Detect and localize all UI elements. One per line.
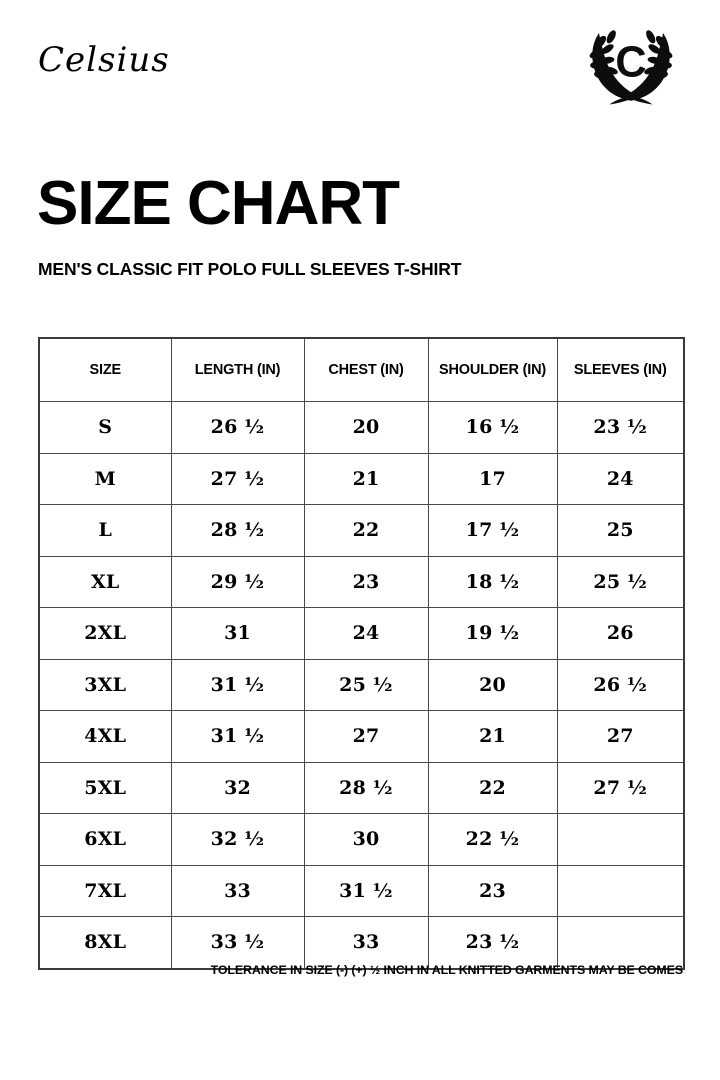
cell-size: 7XL <box>38 864 172 917</box>
table-row: M 27 ½ 21 17 24 <box>38 452 685 505</box>
table-row: 7XL 33 31 ½ 23 <box>38 864 685 917</box>
table-row: 6XL 32 ½ 30 22 ½ <box>38 813 685 866</box>
table-row: 2XL 31 24 19 ½ 26 <box>38 607 685 660</box>
emblem-letter: C <box>615 38 646 86</box>
cell-shoulder: 22 ½ <box>427 813 558 866</box>
cell-size: 4XL <box>38 710 172 763</box>
page-title: SIZE CHART <box>37 169 400 238</box>
cell-sleeves <box>556 864 685 917</box>
column-header-chest: CHEST (IN) <box>303 337 429 402</box>
cell-chest: 22 <box>303 504 429 557</box>
cell-size: M <box>38 452 172 505</box>
cell-chest: 21 <box>303 452 429 505</box>
cell-length: 32 <box>170 761 305 814</box>
cell-size: 5XL <box>38 761 172 814</box>
cell-shoulder: 23 <box>427 864 558 917</box>
cell-chest: 25 ½ <box>303 658 429 711</box>
cell-size: 2XL <box>38 607 172 660</box>
cell-shoulder: 20 <box>427 658 558 711</box>
cell-chest: 28 ½ <box>303 761 429 814</box>
table-row: 5XL 32 28 ½ 22 27 ½ <box>38 761 685 814</box>
cell-size: 8XL <box>38 916 172 969</box>
cell-sleeves: 27 ½ <box>556 761 685 814</box>
cell-length: 31 ½ <box>170 658 305 711</box>
cell-length: 27 ½ <box>170 452 305 505</box>
cell-length: 32 ½ <box>170 813 305 866</box>
tolerance-note: TOLERANCE IN SIZE (-) (+) ½ INCH IN ALL … <box>210 963 683 977</box>
cell-shoulder: 22 <box>427 761 558 814</box>
table-body: S 26 ½ 20 16 ½ 23 ½ M 27 ½ 21 17 24 L 28 ½ 22 17 ½ 25 X… <box>38 401 685 969</box>
cell-chest: 31 ½ <box>303 864 429 917</box>
cell-sleeves <box>556 813 685 866</box>
cell-size: L <box>38 504 172 557</box>
column-header-shoulder: SHOULDER (IN) <box>427 337 558 402</box>
table-row: 3XL 31 ½ 25 ½ 20 26 ½ <box>38 658 685 711</box>
table-row: S 26 ½ 20 16 ½ 23 ½ <box>38 401 685 454</box>
cell-chest: 20 <box>303 401 429 454</box>
cell-length: 33 ½ <box>170 916 305 969</box>
table-row: L 28 ½ 22 17 ½ 25 <box>38 504 685 557</box>
table-row: 8XL 33 ½ 33 23 ½ <box>38 916 685 969</box>
cell-chest: 23 <box>303 555 429 608</box>
cell-size: 6XL <box>38 813 172 866</box>
cell-length: 28 ½ <box>170 504 305 557</box>
cell-chest: 27 <box>303 710 429 763</box>
cell-length: 31 <box>170 607 305 660</box>
cell-sleeves: 25 ½ <box>556 555 685 608</box>
size-chart-table: SIZE LENGTH (IN) CHEST (IN) SHOULDER (IN… <box>38 337 685 970</box>
cell-shoulder: 19 ½ <box>427 607 558 660</box>
cell-sleeves: 26 <box>556 607 685 660</box>
column-header-sleeves: SLEEVES (IN) <box>556 337 685 402</box>
cell-sleeves: 26 ½ <box>556 658 685 711</box>
cell-chest: 33 <box>303 916 429 969</box>
cell-sleeves: 27 <box>556 710 685 763</box>
page-subtitle: MEN'S CLASSIC FIT POLO FULL SLEEVES T-SH… <box>38 259 462 279</box>
cell-length: 26 ½ <box>170 401 305 454</box>
cell-chest: 30 <box>303 813 429 866</box>
cell-shoulder: 17 <box>427 452 558 505</box>
size-chart-table-container: SIZE LENGTH (IN) CHEST (IN) SHOULDER (IN… <box>38 337 685 970</box>
cell-size: XL <box>38 555 172 608</box>
laurel-wreath-monogram-icon: C <box>583 18 679 112</box>
cell-shoulder: 16 ½ <box>427 401 558 454</box>
cell-chest: 24 <box>303 607 429 660</box>
table-row: 4XL 31 ½ 27 21 27 <box>38 710 685 763</box>
cell-sleeves: 24 <box>556 452 685 505</box>
cell-size: 3XL <box>38 658 172 711</box>
column-header-size: SIZE <box>38 337 172 402</box>
cell-shoulder: 23 ½ <box>427 916 558 969</box>
cell-length: 33 <box>170 864 305 917</box>
cell-sleeves: 25 <box>556 504 685 557</box>
table-header-row: SIZE LENGTH (IN) CHEST (IN) SHOULDER (IN… <box>38 337 685 402</box>
cell-shoulder: 21 <box>427 710 558 763</box>
table-row: XL 29 ½ 23 18 ½ 25 ½ <box>38 555 685 608</box>
cell-sleeves <box>556 916 685 969</box>
brand-header: Celsius <box>0 0 720 130</box>
cell-length: 31 ½ <box>170 710 305 763</box>
brand-wordmark: Celsius <box>38 40 170 80</box>
cell-shoulder: 18 ½ <box>427 555 558 608</box>
cell-shoulder: 17 ½ <box>427 504 558 557</box>
column-header-length: LENGTH (IN) <box>170 337 305 402</box>
cell-length: 29 ½ <box>170 555 305 608</box>
cell-size: S <box>38 401 172 454</box>
cell-sleeves: 23 ½ <box>556 401 685 454</box>
